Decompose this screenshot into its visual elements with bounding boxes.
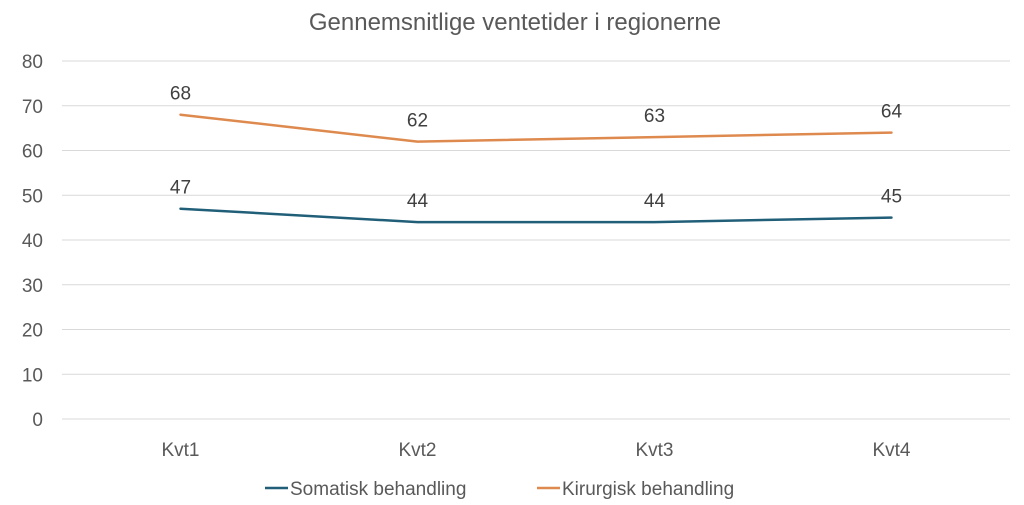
chart-title: Gennemsnitlige ventetider i regionerne <box>309 9 721 36</box>
gridlines <box>62 60 1010 420</box>
data-label: 62 <box>407 111 428 132</box>
data-label: 44 <box>644 191 666 212</box>
x-tick-label: Kvt1 <box>161 440 199 461</box>
y-tick-label: 30 <box>22 276 43 297</box>
y-tick-label: 70 <box>22 97 43 118</box>
y-tick-label: 10 <box>22 365 43 386</box>
x-axis: Kvt1 Kvt2 Kvt3 Kvt4 <box>161 440 910 461</box>
y-axis: 0 10 20 30 40 50 60 70 80 <box>22 52 43 431</box>
y-tick-label: 60 <box>22 142 43 163</box>
data-label: 47 <box>170 178 191 199</box>
y-tick-label: 20 <box>22 321 43 342</box>
y-tick-label: 80 <box>22 52 43 73</box>
y-tick-label: 50 <box>22 186 43 207</box>
y-tick-label: 40 <box>22 231 43 252</box>
data-label: 68 <box>170 84 191 105</box>
legend: Somatisk behandling Kirurgisk behandling <box>265 479 734 500</box>
series-line-1 <box>179 207 893 224</box>
x-tick-label: Kvt4 <box>872 440 910 461</box>
data-labels: 47 44 44 45 68 62 63 64 <box>170 84 903 212</box>
series-line-2 <box>179 113 893 143</box>
data-label: 45 <box>881 187 902 208</box>
data-label: 63 <box>644 106 665 127</box>
data-label: 64 <box>881 102 903 123</box>
series-lines <box>179 113 893 224</box>
x-tick-label: Kvt2 <box>398 440 436 461</box>
y-tick-label: 0 <box>32 410 43 431</box>
x-tick-label: Kvt3 <box>635 440 673 461</box>
legend-label-1: Somatisk behandling <box>290 479 466 500</box>
data-label: 44 <box>407 191 429 212</box>
legend-label-2: Kirurgisk behandling <box>562 479 734 500</box>
